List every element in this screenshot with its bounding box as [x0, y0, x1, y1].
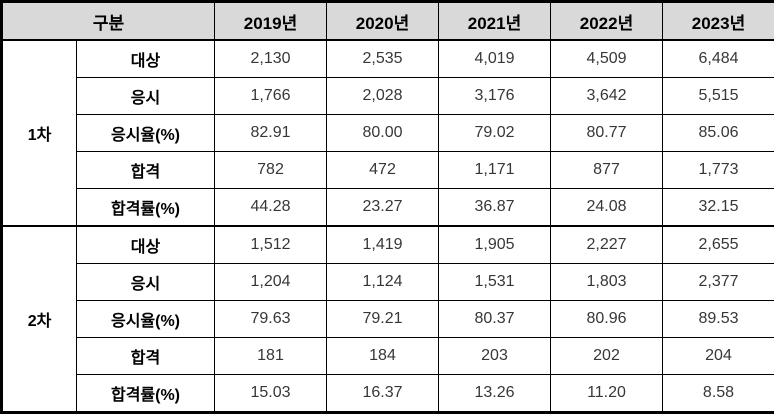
value-cell: 184: [327, 338, 439, 375]
row-label: 응시: [77, 78, 215, 115]
row-label: 합격: [77, 338, 215, 375]
value-cell: 3,176: [439, 78, 551, 115]
header-year-2021: 2021년: [439, 2, 551, 41]
value-cell: 1,766: [215, 78, 327, 115]
value-cell: 6,484: [663, 40, 774, 78]
value-cell: 1,204: [215, 264, 327, 301]
group-header-stage2: 2차: [2, 226, 77, 413]
value-cell: 1,773: [663, 152, 774, 189]
value-cell: 82.91: [215, 115, 327, 152]
header-year-2020: 2020년: [327, 2, 439, 41]
value-cell: 1,905: [439, 226, 551, 264]
table-row: 1차 대상 2,130 2,535 4,019 4,509 6,484: [2, 40, 774, 78]
value-cell: 1,803: [551, 264, 663, 301]
value-cell: 1,171: [439, 152, 551, 189]
value-cell: 203: [439, 338, 551, 375]
value-cell: 1,419: [327, 226, 439, 264]
row-label: 응시: [77, 264, 215, 301]
value-cell: 782: [215, 152, 327, 189]
value-cell: 44.28: [215, 189, 327, 227]
header-year-2022: 2022년: [551, 2, 663, 41]
value-cell: 1,531: [439, 264, 551, 301]
value-cell: 24.08: [551, 189, 663, 227]
table-row: 합격률(%) 15.03 16.37 13.26 11.20 8.58: [2, 375, 774, 413]
value-cell: 2,028: [327, 78, 439, 115]
value-cell: 181: [215, 338, 327, 375]
value-cell: 15.03: [215, 375, 327, 413]
value-cell: 1,124: [327, 264, 439, 301]
value-cell: 8.58: [663, 375, 774, 413]
value-cell: 3,642: [551, 78, 663, 115]
value-cell: 79.63: [215, 301, 327, 338]
value-cell: 1,512: [215, 226, 327, 264]
value-cell: 16.37: [327, 375, 439, 413]
value-cell: 32.15: [663, 189, 774, 227]
value-cell: 23.27: [327, 189, 439, 227]
table-row: 합격 782 472 1,171 877 1,773: [2, 152, 774, 189]
table-row: 응시 1,204 1,124 1,531 1,803 2,377: [2, 264, 774, 301]
row-label: 응시율(%): [77, 301, 215, 338]
value-cell: 472: [327, 152, 439, 189]
header-row: 구분 2019년 2020년 2021년 2022년 2023년: [2, 2, 774, 41]
value-cell: 2,377: [663, 264, 774, 301]
value-cell: 79.02: [439, 115, 551, 152]
row-label: 대상: [77, 226, 215, 264]
value-cell: 2,535: [327, 40, 439, 78]
header-gubun: 구분: [2, 2, 215, 41]
value-cell: 204: [663, 338, 774, 375]
group-header-stage1: 1차: [2, 40, 77, 226]
table-row: 2차 대상 1,512 1,419 1,905 2,227 2,655: [2, 226, 774, 264]
value-cell: 877: [551, 152, 663, 189]
value-cell: 85.06: [663, 115, 774, 152]
value-cell: 4,509: [551, 40, 663, 78]
table-row: 응시 1,766 2,028 3,176 3,642 5,515: [2, 78, 774, 115]
value-cell: 5,515: [663, 78, 774, 115]
value-cell: 13.26: [439, 375, 551, 413]
value-cell: 2,130: [215, 40, 327, 78]
value-cell: 2,227: [551, 226, 663, 264]
row-label: 합격률(%): [77, 375, 215, 413]
value-cell: 80.37: [439, 301, 551, 338]
header-year-2023: 2023년: [663, 2, 774, 41]
row-label: 합격률(%): [77, 189, 215, 227]
value-cell: 89.53: [663, 301, 774, 338]
row-label: 응시율(%): [77, 115, 215, 152]
header-year-2019: 2019년: [215, 2, 327, 41]
value-cell: 80.00: [327, 115, 439, 152]
value-cell: 36.87: [439, 189, 551, 227]
row-label: 대상: [77, 40, 215, 78]
value-cell: 79.21: [327, 301, 439, 338]
table-row: 응시율(%) 79.63 79.21 80.37 80.96 89.53: [2, 301, 774, 338]
table-row: 합격 181 184 203 202 204: [2, 338, 774, 375]
value-cell: 4,019: [439, 40, 551, 78]
value-cell: 11.20: [551, 375, 663, 413]
table-row: 합격률(%) 44.28 23.27 36.87 24.08 32.15: [2, 189, 774, 227]
value-cell: 2,655: [663, 226, 774, 264]
row-label: 합격: [77, 152, 215, 189]
table-row: 응시율(%) 82.91 80.00 79.02 80.77 85.06: [2, 115, 774, 152]
value-cell: 202: [551, 338, 663, 375]
value-cell: 80.96: [551, 301, 663, 338]
value-cell: 80.77: [551, 115, 663, 152]
